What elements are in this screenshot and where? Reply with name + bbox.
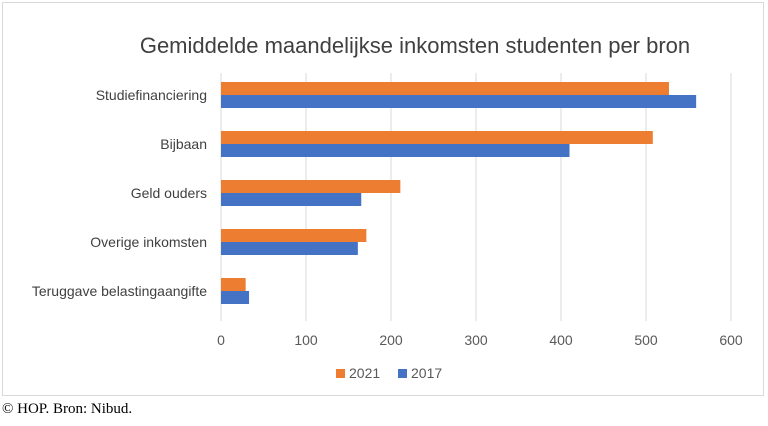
x-tick-label: 100 [294,332,318,348]
chart-title: Gemiddelde maandelijkse inkomsten studen… [140,33,690,58]
category-labels: Studiefinanciering Bijbaan Geld ouders Over… [32,87,207,299]
legend-label: 2021 [349,365,380,381]
bar-2017 [221,95,697,108]
bar-2017 [221,291,250,304]
bar-2021 [221,229,367,242]
category-label: Bijbaan [160,136,207,152]
bar-2021 [221,278,246,291]
category-label: Overige inkomsten [90,234,207,250]
gridlines [220,73,732,321]
legend: 2021 2017 [336,365,442,381]
category-label: Studiefinanciering [96,87,207,103]
bar-2017 [221,193,362,206]
category-label: Teruggave belastingaangifte [32,283,207,299]
bar-2021 [221,180,401,193]
x-tick-labels: 0 100 200 300 400 500 600 [217,332,743,348]
bar-2021 [221,82,669,95]
source-credit: © HOP. Bron: Nibud. [2,401,133,417]
x-tick-label: 200 [379,332,403,348]
legend-swatch-2017 [398,369,407,378]
x-tick-label: 500 [634,332,658,348]
x-tick-label: 0 [217,332,225,348]
bar-2017 [221,144,570,157]
category-label: Geld ouders [131,185,207,201]
x-tick-label: 600 [719,332,743,348]
bars [221,82,697,304]
legend-swatch-2021 [336,369,345,378]
bar-2017 [221,242,358,255]
bar-chart: Gemiddelde maandelijkse inkomsten studen… [32,33,743,381]
legend-label: 2017 [411,365,442,381]
bar-2021 [221,131,653,144]
x-tick-label: 300 [464,332,488,348]
x-tick-label: 400 [549,332,573,348]
chart-frame: Gemiddelde maandelijkse inkomsten studen… [2,2,764,396]
